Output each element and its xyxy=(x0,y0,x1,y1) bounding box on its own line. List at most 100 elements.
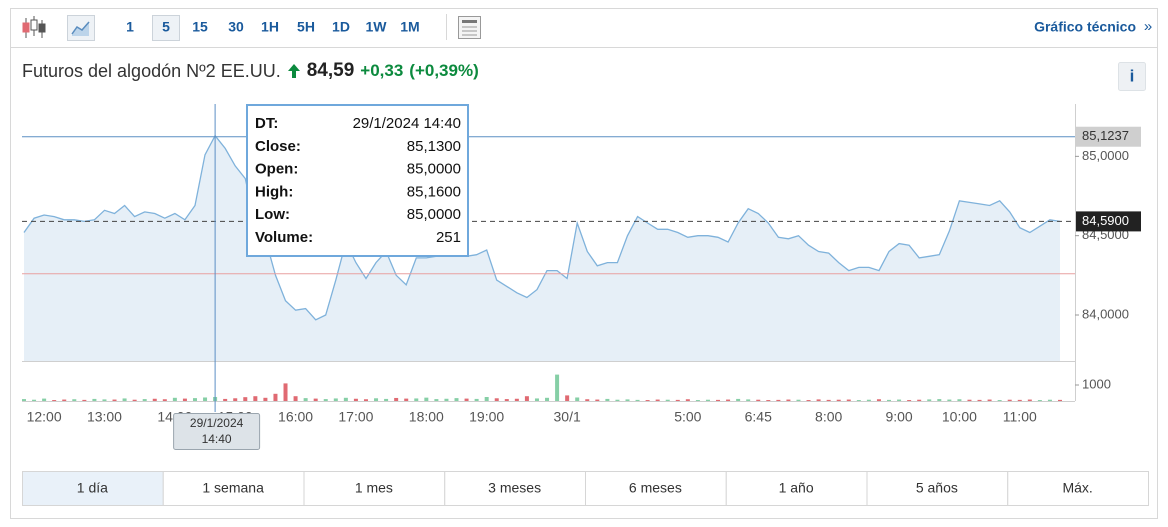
range-button[interactable] xyxy=(1007,471,1149,506)
last-price-box xyxy=(1076,211,1141,232)
volume-bar xyxy=(283,383,288,401)
x-tick-label: 17:00 xyxy=(338,409,373,425)
volume-bar xyxy=(72,399,77,401)
volume-bar xyxy=(907,400,912,401)
range-button[interactable] xyxy=(866,471,1009,506)
volume-bar xyxy=(514,398,519,401)
tooltip-value: 85,1600 xyxy=(407,183,461,200)
range-button-label[interactable]: 1 año xyxy=(779,480,814,496)
volume-bar xyxy=(52,400,57,401)
volume-bar xyxy=(152,398,157,401)
volume-bar xyxy=(836,399,841,401)
interval-button[interactable]: 1D xyxy=(332,19,350,35)
price-change: +0,33 xyxy=(360,61,404,80)
range-button[interactable] xyxy=(725,471,868,506)
volume-bar xyxy=(927,399,932,401)
volume-bar xyxy=(394,397,399,401)
volume-bar xyxy=(363,399,368,401)
volume-bar xyxy=(444,398,449,401)
tooltip xyxy=(246,104,469,257)
up-arrow xyxy=(287,64,300,78)
volume-tick-label: 1000 xyxy=(1082,376,1111,391)
volume-bar xyxy=(343,397,348,401)
volume-bar xyxy=(534,398,539,401)
volume-bar xyxy=(263,397,268,401)
range-button-label[interactable]: 1 semana xyxy=(202,480,264,496)
info-button[interactable] xyxy=(1118,62,1146,91)
instrument-header: Futuros del algodón Nº2 EE.UU. 84,59 +0,… xyxy=(22,60,479,82)
interval-button[interactable]: 15 xyxy=(192,19,208,35)
range-button[interactable] xyxy=(162,471,305,506)
volume-bar xyxy=(182,398,187,401)
area-icon[interactable] xyxy=(67,15,95,41)
volume-bar xyxy=(42,398,47,401)
volume-bar xyxy=(233,398,238,401)
range-button-label[interactable]: 1 día xyxy=(77,480,108,496)
volume-bar xyxy=(464,398,469,401)
volume-bar xyxy=(313,398,318,401)
volume-bar xyxy=(424,397,429,401)
volume-bar xyxy=(384,398,389,401)
volume-bar xyxy=(977,399,982,401)
interval-selected[interactable] xyxy=(152,15,180,41)
interval-button[interactable]: 1H xyxy=(261,19,279,35)
range-button[interactable] xyxy=(444,471,586,506)
x-tick-label: 8:00 xyxy=(815,409,842,425)
technical-link[interactable]: Gráfico técnico xyxy=(1034,19,1136,35)
range-button-label[interactable]: 5 años xyxy=(916,480,958,496)
volume-bar xyxy=(1058,399,1062,401)
volume-bar xyxy=(575,397,580,401)
table-icon[interactable] xyxy=(458,16,481,39)
x-tick-label: 9:00 xyxy=(885,409,912,425)
crosshair-x-label: 29/1/2024 xyxy=(190,416,244,430)
volume-bar xyxy=(625,399,630,401)
interval-button[interactable]: 1W xyxy=(366,19,388,35)
volume-bar xyxy=(303,398,308,401)
volume-bar xyxy=(716,399,721,401)
volume-bar xyxy=(685,399,690,401)
volume-bar xyxy=(203,397,208,401)
volume-bar xyxy=(565,395,570,401)
volume-bar xyxy=(132,399,137,401)
volume-bar xyxy=(705,399,710,401)
volume-bar xyxy=(374,398,379,401)
volume-bar xyxy=(1027,399,1032,401)
volume-bar xyxy=(293,396,298,401)
volume-bar xyxy=(454,398,459,401)
range-button-label[interactable]: 3 meses xyxy=(488,480,541,496)
interval-button[interactable]: 30 xyxy=(228,19,244,35)
volume-bar xyxy=(243,397,248,401)
volume-bar xyxy=(1007,399,1012,401)
last-price-label: 84,5900 xyxy=(1082,213,1129,228)
info-icon[interactable]: i xyxy=(1130,66,1135,85)
range-button-label[interactable]: 6 meses xyxy=(629,480,682,496)
price-area xyxy=(24,135,1060,361)
candle-icon[interactable] xyxy=(22,16,46,38)
volume-bar xyxy=(22,399,26,401)
technical-link-arrow[interactable]: » xyxy=(1144,18,1152,35)
range-button[interactable] xyxy=(22,471,164,506)
volume-bar xyxy=(826,399,831,401)
x-tick-label: 11:00 xyxy=(1003,409,1037,425)
range-button-label[interactable]: Máx. xyxy=(1062,480,1092,496)
volume-bar xyxy=(1047,399,1052,401)
volume-bar xyxy=(92,398,97,401)
volume-bar xyxy=(796,399,801,401)
volume-bar xyxy=(414,398,419,401)
interval-button[interactable]: 1M xyxy=(400,19,419,35)
volume-bar xyxy=(746,399,751,401)
volume-bar xyxy=(62,399,67,401)
interval-button[interactable]: 5H xyxy=(297,19,315,35)
volume-bar xyxy=(987,399,992,401)
interval-button[interactable]: 1 xyxy=(126,19,134,35)
interval-button[interactable]: 5 xyxy=(162,19,170,35)
volume-bar xyxy=(655,399,660,401)
volume-bar xyxy=(866,399,871,401)
volume-bar xyxy=(1037,400,1042,401)
x-tick-label: 10:00 xyxy=(942,409,977,425)
price-change-pct: (+0,39%) xyxy=(409,61,479,80)
volume-bar xyxy=(323,399,328,401)
range-button[interactable] xyxy=(585,471,727,506)
range-button-label[interactable]: 1 mes xyxy=(355,480,393,496)
